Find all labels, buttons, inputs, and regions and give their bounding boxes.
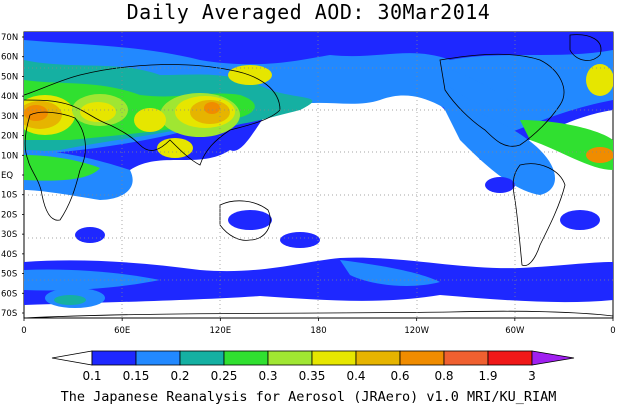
lon-label: 180 (310, 326, 326, 336)
coastlines (24, 34, 613, 318)
colorbar-label: 0.4 (346, 369, 365, 383)
colorbar-box (311, 350, 357, 366)
colorbar-box (135, 350, 181, 366)
colorbar-box (223, 350, 269, 366)
lat-label: 30N (1, 112, 18, 122)
lat-label: 10S (1, 191, 17, 201)
lat-label: 50N (1, 72, 18, 82)
lon-label: 60E (114, 326, 130, 336)
colorbar: 0.1 0.15 0.2 0.25 0.3 0.35 0.4 0.6 0.8 1.9 3 (51, 350, 575, 383)
lat-label: 70S (1, 309, 17, 319)
footer-caption: The Japanese Reanalysis for Aerosol (JRA… (60, 389, 557, 405)
latitude-labels: 70N 60N 50N 40N 30N 20N 10N EQ 10S 20S 30S 40S 50S 60… (1, 33, 24, 319)
lat-label: 30S (1, 230, 17, 240)
colorbar-box (443, 350, 489, 366)
aod-field (24, 32, 613, 308)
colorbar-label: 0.6 (390, 369, 409, 383)
lat-label: 60S (1, 289, 17, 299)
colorbar-label: 0.15 (123, 369, 150, 383)
lon-label: 0 (610, 326, 615, 336)
lon-label: 60W (505, 326, 525, 336)
colorbar-box (355, 350, 401, 366)
lon-label: 120W (404, 326, 429, 336)
lat-label: EQ (1, 171, 13, 181)
colorbar-label: 0.2 (170, 369, 189, 383)
lon-label: 120E (210, 326, 232, 336)
colorbar-box (487, 350, 533, 366)
longitude-labels: 0 60E 120E 180 120W 60W 0 (21, 318, 616, 336)
lon-label: 0 (21, 326, 26, 336)
lat-label: 40N (1, 92, 18, 102)
colorbar-label: 0.3 (258, 369, 277, 383)
colorbar-min-arrow (51, 350, 93, 366)
lat-label: 50S (1, 270, 17, 280)
lat-label: 60N (1, 53, 18, 63)
colorbar-box (91, 350, 137, 366)
lat-label: 10N (1, 151, 18, 161)
lat-label: 40S (1, 250, 17, 260)
colorbar-label: 3 (528, 369, 536, 383)
colorbar-label: 0.8 (434, 369, 453, 383)
colorbar-label: 1.9 (478, 369, 497, 383)
colorbar-box (179, 350, 225, 366)
colorbar-label: 0.1 (82, 369, 101, 383)
lat-label: 20N (1, 132, 18, 142)
colorbar-label: 0.25 (211, 369, 238, 383)
colorbar-max-arrow (531, 350, 575, 366)
colorbar-label: 0.35 (299, 369, 326, 383)
lat-label: 70N (1, 33, 18, 43)
colorbar-box (399, 350, 445, 366)
lat-label: 20S (1, 210, 17, 220)
colorbar-box (267, 350, 313, 366)
map-title: Daily Averaged AOD: 30Mar2014 (126, 0, 491, 24)
